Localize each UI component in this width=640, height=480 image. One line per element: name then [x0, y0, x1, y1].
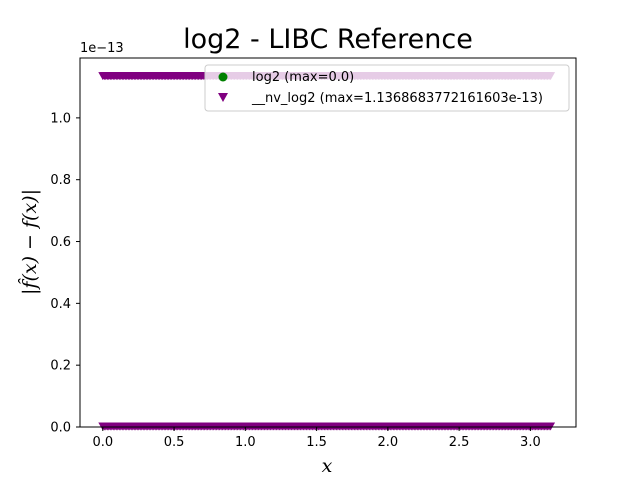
y-tick-label: 0.8 — [50, 173, 71, 188]
x-tick-label: 2.5 — [449, 435, 470, 450]
y-tick-label: 0.2 — [50, 359, 71, 374]
x-tick-label: 0.0 — [92, 435, 113, 450]
scatter-points — [98, 72, 556, 431]
y-tick-label: 0.0 — [50, 421, 71, 436]
y-tick-label: 0.4 — [50, 297, 71, 312]
legend-marker-nv-log2 — [218, 93, 228, 102]
legend-label-nv-log2: __nv_log2 (max=1.1368683772161603e-13) — [251, 91, 543, 106]
legend: log2 (max=0.0) __nv_log2 (max=1.13686837… — [204, 64, 570, 112]
x-tick-label: 3.0 — [520, 435, 541, 450]
chart-title: log2 - LIBC Reference — [183, 24, 473, 55]
legend-box — [204, 64, 570, 112]
x-axis: 0.0 0.5 1.0 1.5 2.0 2.5 3.0 — [92, 427, 541, 450]
x-tick-label: 1.5 — [306, 435, 327, 450]
x-tick-label: 1.0 — [235, 435, 256, 450]
legend-marker-log2 — [218, 72, 228, 82]
y-tick-label: 1.0 — [50, 111, 71, 126]
plot-frame — [79, 57, 577, 428]
legend-label-log2: log2 (max=0.0) — [252, 70, 354, 85]
x-axis-label: x — [322, 455, 333, 477]
x-tick-label: 2.0 — [378, 435, 399, 450]
y-axis-label: |f̂(x) − f(x)| — [18, 189, 41, 295]
y-offset-text: 1e−13 — [80, 41, 124, 56]
y-axis: 0.0 0.2 0.4 0.6 0.8 1.0 — [50, 111, 80, 436]
y-tick-label: 0.6 — [50, 235, 71, 250]
x-tick-label: 0.5 — [164, 435, 185, 450]
